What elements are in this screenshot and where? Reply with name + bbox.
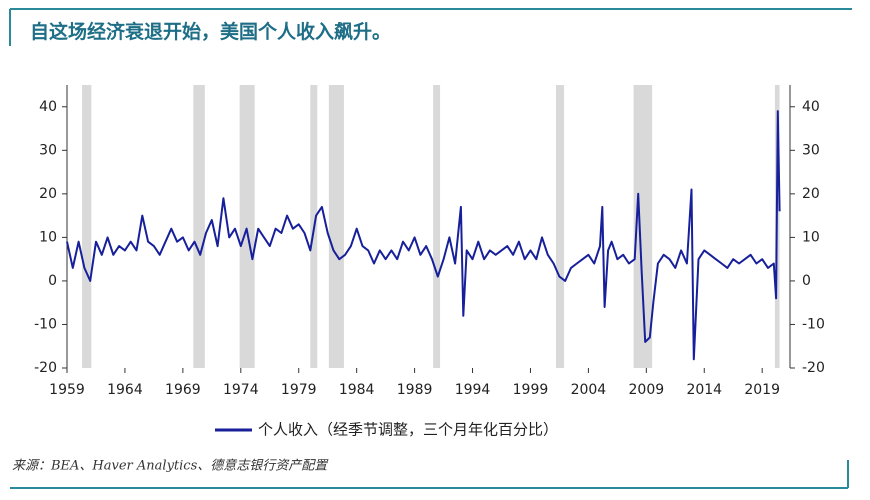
recession-band (82, 85, 92, 368)
x-tick-label: 1999 (513, 382, 549, 398)
y2-tick-label: -20 (802, 360, 825, 376)
y-tick-label: -20 (34, 360, 57, 376)
y-tick-label: -10 (34, 316, 57, 332)
y-tick-label: 30 (39, 142, 57, 158)
series-line (66, 110, 781, 361)
y2-tick-label: 40 (802, 99, 820, 115)
y-tick-label: 0 (48, 273, 57, 289)
x-tick-label: 1969 (165, 382, 201, 398)
y2-tick-label: 30 (802, 142, 820, 158)
x-tick-label: 2009 (629, 382, 665, 398)
x-tick-label: 1974 (223, 382, 259, 398)
recession-band (328, 85, 344, 368)
x-tick-label: 1979 (281, 382, 317, 398)
y-tick-label: 40 (39, 99, 57, 115)
x-tick-label: 1959 (49, 382, 85, 398)
recession-band (239, 85, 255, 368)
chart-title: 自这场经济衰退开始，美国个人收入飙升。 (30, 20, 391, 43)
y-tick-label: 10 (39, 229, 57, 245)
x-tick-label: 2014 (686, 382, 722, 398)
recession-band (193, 85, 205, 368)
x-tick-label: 2004 (571, 382, 607, 398)
y2-tick-label: 20 (802, 186, 820, 202)
y-tick-label: 20 (39, 186, 57, 202)
x-tick-label: 1964 (107, 382, 143, 398)
legend-label: 个人收入（经季节调整，三个月年化百分比） (258, 421, 558, 439)
x-tick-label: 2019 (744, 382, 780, 398)
recession-band (633, 85, 653, 368)
recession-band (555, 85, 565, 368)
source: 来源：BEA、Haver Analytics、德意志银行资产配置 (12, 458, 329, 474)
y2-tick-label: 0 (802, 273, 811, 289)
recession-band (433, 85, 441, 368)
x-tick-label: 1984 (339, 382, 375, 398)
y2-tick-label: -10 (802, 316, 825, 332)
y2-tick-label: 10 (802, 229, 820, 245)
x-tick-label: 1989 (397, 382, 433, 398)
x-tick-label: 1994 (455, 382, 491, 398)
